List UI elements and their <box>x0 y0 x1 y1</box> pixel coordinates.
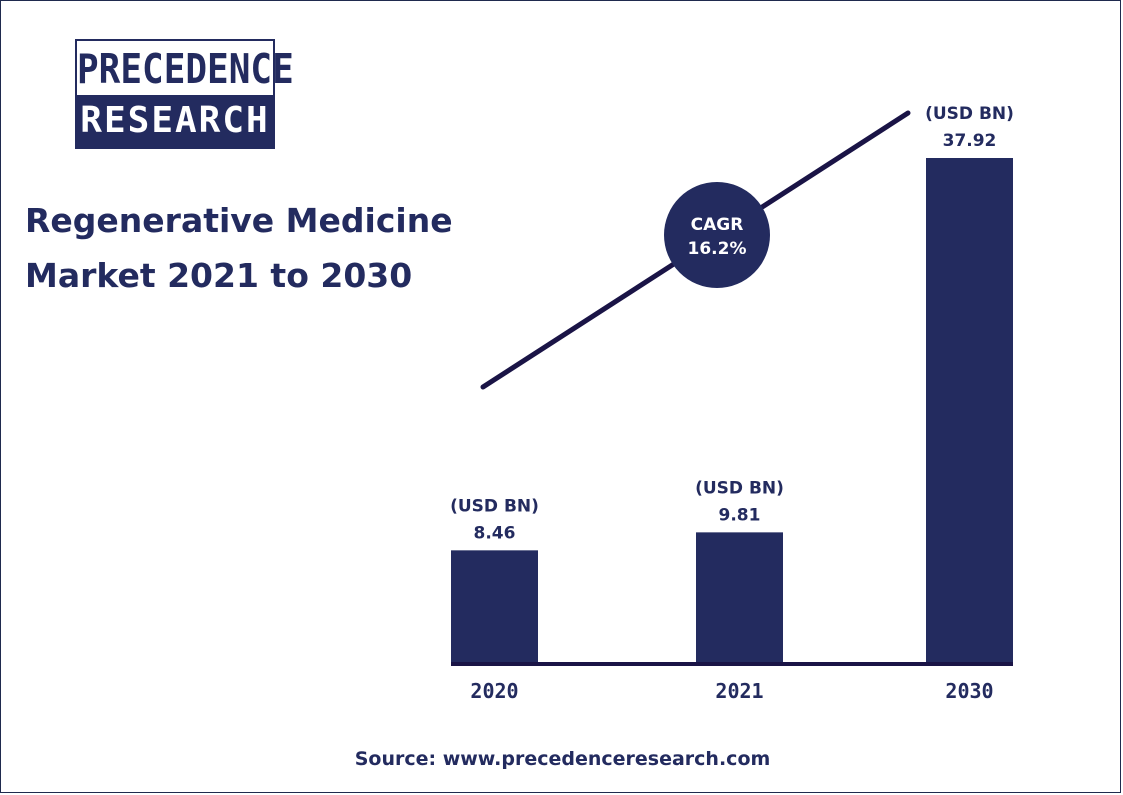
chart-title-line-2: Market 2021 to 2030 <box>25 256 413 295</box>
bar-2020 <box>451 550 538 663</box>
value-label-2021: 9.81 <box>719 505 761 525</box>
chart-title: Regenerative Medicine Market 2021 to 203… <box>25 193 525 303</box>
logo-line-2: RESEARCH <box>77 95 273 147</box>
bar-2021 <box>696 532 783 663</box>
source-note: Source: www.precedenceresearch.com <box>354 748 771 770</box>
unit-label-2021: (USD BN) <box>695 478 784 498</box>
cagr-badge <box>664 182 770 288</box>
value-label-2020: 8.46 <box>474 523 516 543</box>
unit-label-2020: (USD BN) <box>450 496 539 516</box>
unit-label-2030: (USD BN) <box>925 104 1014 124</box>
x-tick-label-2020: 2020 <box>470 679 518 703</box>
bar-2030 <box>926 158 1013 663</box>
logo-line-1: PRECEDENCE <box>77 46 294 94</box>
x-tick-label-2021: 2021 <box>715 679 763 703</box>
x-tick-label-2030: 2030 <box>945 679 993 703</box>
cagr-value: 16.2% <box>688 239 747 259</box>
logo: PRECEDENCE RESEARCH <box>75 39 294 149</box>
value-label-2030: 37.92 <box>943 131 997 151</box>
chart-title-line-1: Regenerative Medicine <box>25 201 453 240</box>
cagr-label: CAGR <box>691 215 744 235</box>
